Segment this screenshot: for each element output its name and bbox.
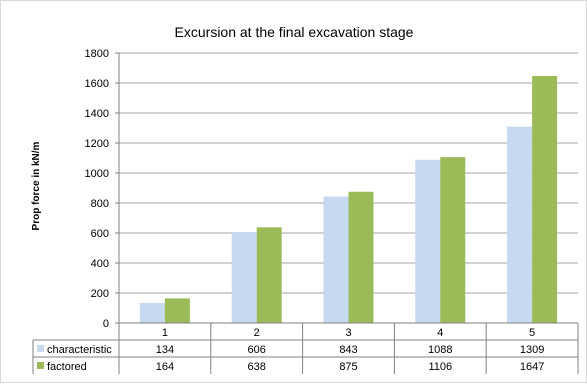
y-tick-label: 1000 bbox=[85, 168, 109, 180]
data-label-factored-3: 875 bbox=[339, 361, 357, 373]
bar-factored-5 bbox=[532, 75, 558, 323]
bar-factored-4 bbox=[440, 157, 466, 323]
bar-characteristic-2 bbox=[231, 232, 257, 323]
y-tick-label: 1800 bbox=[85, 48, 109, 60]
bar-characteristic-5 bbox=[507, 126, 533, 324]
bar-factored-1 bbox=[164, 298, 190, 323]
y-tick-label: 0 bbox=[103, 318, 109, 330]
category-label-5: 5 bbox=[529, 327, 535, 339]
y-axis-label: Prop force in kN/m bbox=[31, 141, 42, 230]
category-label-2: 2 bbox=[254, 327, 260, 339]
category-label-1: 1 bbox=[162, 327, 168, 339]
data-label-characteristic-1: 134 bbox=[156, 344, 174, 356]
data-label-factored-2: 638 bbox=[248, 361, 266, 373]
data-table: 1 2 3 4 5 characteristic 134 606 843 1088 1309 fact… bbox=[32, 322, 579, 374]
data-label-characteristic-4: 1088 bbox=[428, 344, 452, 356]
chart-title: Excursion at the final excavation stage bbox=[175, 24, 414, 40]
legend-label-factored: factored bbox=[47, 361, 87, 373]
category-label-3: 3 bbox=[345, 327, 351, 339]
y-tick-label: 1400 bbox=[85, 108, 109, 120]
y-tick-label: 1200 bbox=[85, 138, 109, 150]
axes: 0 200 400 600 800 1000 1200 1400 1600 1800 bbox=[85, 48, 120, 330]
y-tick-label: 1600 bbox=[85, 78, 109, 90]
bar-characteristic-1 bbox=[139, 302, 165, 323]
legend-label-characteristic: characteristic bbox=[47, 344, 112, 356]
bar-characteristic-4 bbox=[415, 159, 441, 323]
bar-factored-3 bbox=[348, 191, 374, 323]
data-label-characteristic-3: 843 bbox=[339, 344, 357, 356]
data-label-factored-1: 164 bbox=[156, 361, 174, 373]
data-label-characteristic-2: 606 bbox=[248, 344, 266, 356]
legend-key-factored bbox=[37, 362, 44, 369]
bar-characteristic-3 bbox=[323, 196, 349, 323]
bars bbox=[139, 75, 558, 324]
data-label-factored-5: 1647 bbox=[520, 361, 544, 373]
y-tick-label: 200 bbox=[91, 288, 109, 300]
data-label-characteristic-5: 1309 bbox=[520, 344, 544, 356]
y-tick-label: 400 bbox=[91, 258, 109, 270]
y-tick-label: 800 bbox=[91, 198, 109, 210]
y-tick-label: 600 bbox=[91, 228, 109, 240]
data-label-factored-4: 1106 bbox=[428, 361, 452, 373]
legend-key-characteristic bbox=[37, 345, 44, 352]
gridlines bbox=[119, 52, 578, 294]
bar-factored-2 bbox=[256, 227, 282, 323]
category-label-4: 4 bbox=[437, 327, 443, 339]
